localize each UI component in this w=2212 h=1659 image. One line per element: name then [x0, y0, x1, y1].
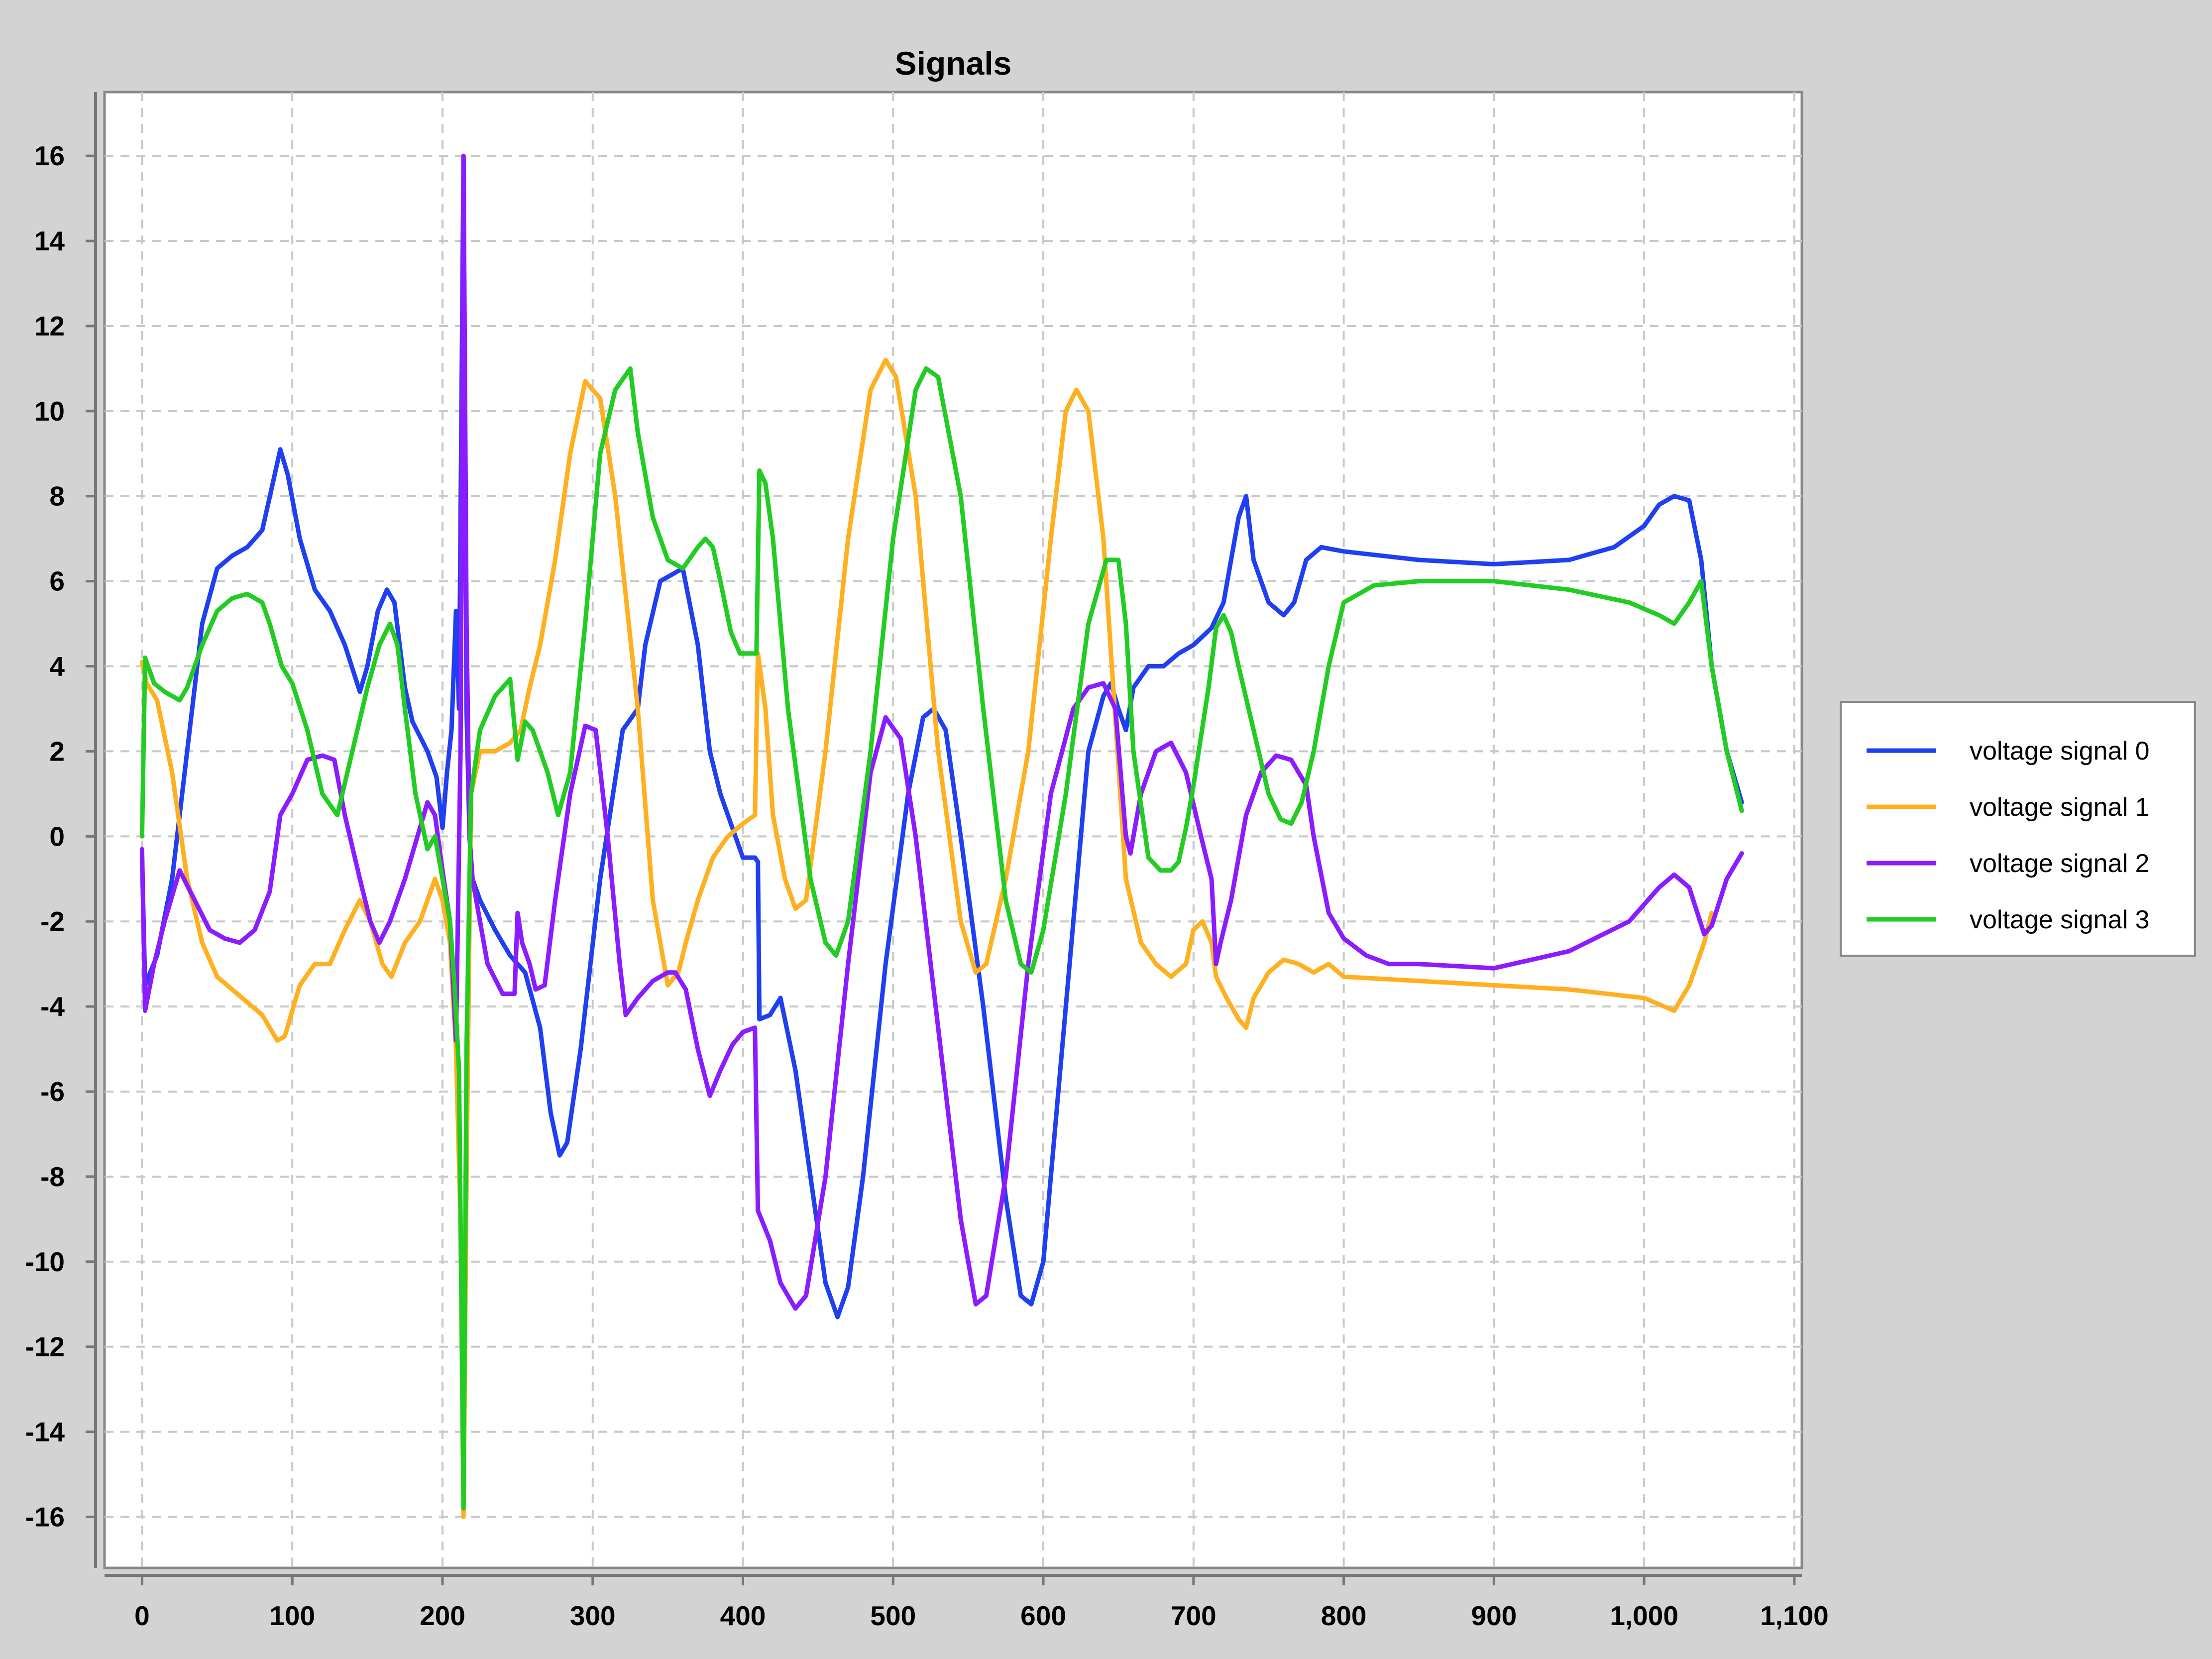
y-tick-label: 4 — [49, 651, 65, 682]
y-tick-label: -2 — [40, 906, 65, 937]
x-tick-label: 900 — [1471, 1600, 1517, 1631]
x-tick-label: 200 — [420, 1600, 465, 1631]
series-line-3 — [139, 366, 1744, 1511]
y-tick-label: -8 — [40, 1161, 65, 1192]
legend-label-1: voltage signal 1 — [1970, 793, 2149, 822]
x-axis-ticks: 0 100 200 300 400 500 600 700 800 900 1,000 1,100 — [134, 1575, 1829, 1631]
legend-box — [1840, 701, 2196, 957]
y-tick-label: 0 — [49, 821, 65, 852]
series-lines — [139, 153, 1744, 1519]
y-tick-label: -16 — [25, 1501, 65, 1532]
y-tick-label: -10 — [25, 1246, 65, 1277]
y-tick-label: -6 — [40, 1076, 65, 1107]
y-tick-label: -12 — [25, 1331, 65, 1362]
x-tick-label: 500 — [870, 1600, 916, 1631]
y-tick-label: 6 — [49, 566, 65, 597]
x-tick-label: 1,000 — [1610, 1600, 1678, 1631]
legend-label-3: voltage signal 3 — [1970, 905, 2149, 934]
y-tick-label: 10 — [34, 396, 65, 427]
legend-label-0: voltage signal 0 — [1970, 737, 2149, 766]
x-tick-label: 800 — [1321, 1600, 1367, 1631]
y-tick-label: 8 — [49, 481, 65, 512]
axes — [94, 92, 1802, 1577]
x-tick-label: 700 — [1171, 1600, 1217, 1631]
legend: voltage signal 0 voltage signal 1 voltage … — [1840, 701, 2196, 957]
series-line-2 — [139, 153, 1744, 1311]
y-tick-label: 16 — [34, 140, 65, 171]
y-tick-label: 14 — [34, 225, 65, 256]
y-tick-label: 12 — [34, 311, 65, 341]
series-line-0 — [139, 153, 1744, 1320]
x-tick-label: 1,100 — [1760, 1600, 1829, 1631]
chart-title: Signals — [895, 45, 1012, 82]
y-axis-ticks: 16 14 12 10 8 6 4 2 0 -2 -4 -6 -8 -10 -12 -14 -16 — [25, 140, 96, 1532]
plot-area — [103, 91, 1803, 1569]
x-tick-label: 400 — [720, 1600, 766, 1631]
x-tick-label: 0 — [134, 1600, 150, 1631]
y-tick-label: -14 — [25, 1417, 65, 1447]
legend-label-2: voltage signal 2 — [1970, 849, 2149, 878]
x-tick-label: 100 — [269, 1600, 315, 1631]
y-tick-label: -4 — [40, 991, 65, 1022]
x-tick-label: 300 — [570, 1600, 616, 1631]
y-tick-label: 2 — [49, 736, 65, 767]
x-tick-label: 600 — [1020, 1600, 1066, 1631]
